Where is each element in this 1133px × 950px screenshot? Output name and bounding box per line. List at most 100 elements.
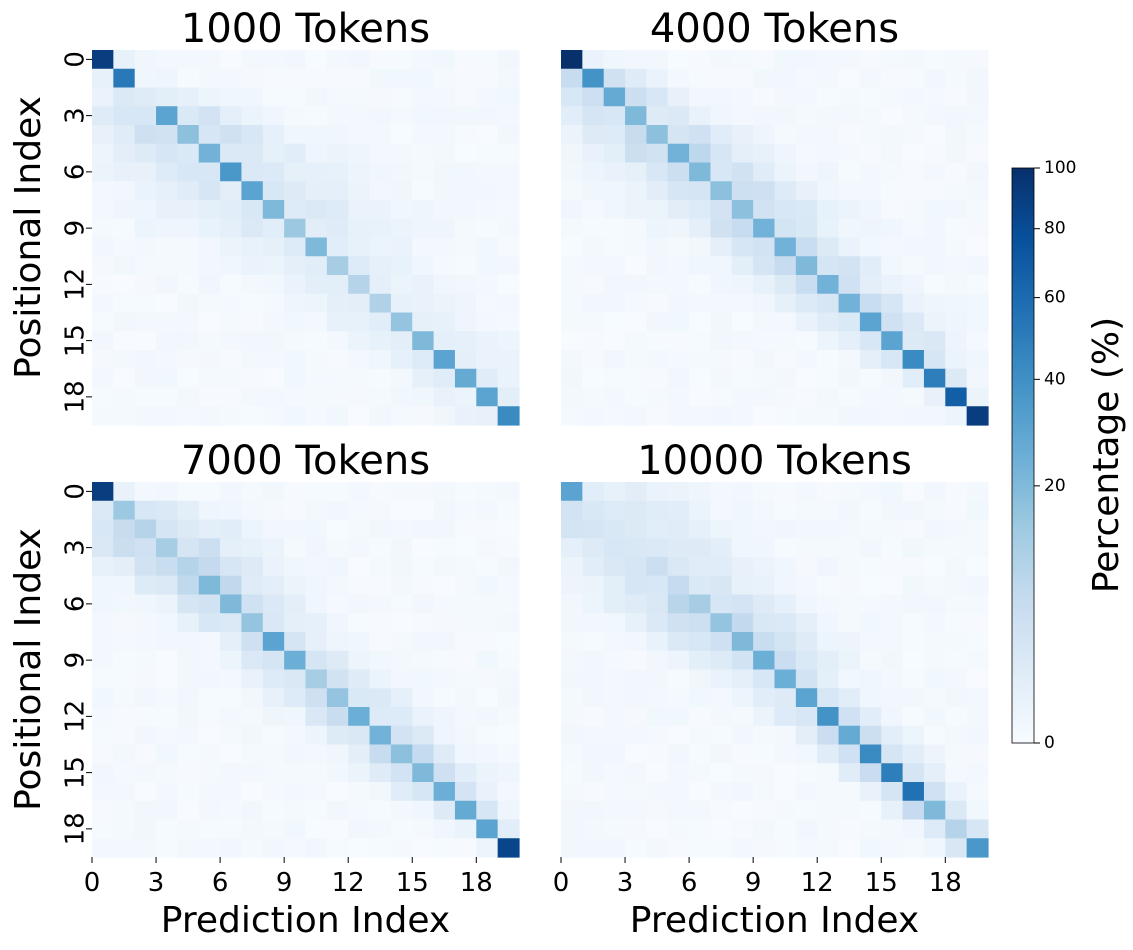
heatmap-cell xyxy=(582,181,605,201)
heatmap-cell xyxy=(966,763,989,783)
heatmap-cell xyxy=(156,782,178,802)
heatmap-cell xyxy=(945,312,968,332)
heatmap-cell xyxy=(476,87,499,107)
heatmap-cell xyxy=(198,350,221,370)
heatmap-cell xyxy=(92,200,114,220)
heatmap-cell xyxy=(241,500,264,521)
heatmap-cell xyxy=(923,650,946,671)
heatmap-cell xyxy=(369,613,392,633)
heatmap-cell xyxy=(454,50,477,70)
heatmap-cell xyxy=(689,162,712,182)
heatmap-cell xyxy=(731,669,754,689)
heatmap-cell xyxy=(710,256,733,276)
heatmap-cell xyxy=(795,275,818,295)
heatmap-cell xyxy=(795,632,818,652)
heatmap-cell xyxy=(710,744,733,764)
colorbar-tick-label: 80 xyxy=(1044,219,1066,239)
heatmap-cell xyxy=(348,707,371,727)
heatmap-cell xyxy=(923,632,946,652)
heatmap-cell xyxy=(284,575,307,596)
heatmap-cell xyxy=(134,500,157,521)
heatmap-cell xyxy=(625,763,647,783)
heatmap-cell xyxy=(774,669,797,689)
heatmap-cell xyxy=(646,406,669,426)
heatmap-cell xyxy=(113,538,136,558)
heatmap-cell xyxy=(625,331,647,351)
heatmap-cell xyxy=(497,482,520,502)
heatmap-cell xyxy=(582,143,605,164)
heatmap-cell xyxy=(966,613,989,633)
heatmap-cell xyxy=(113,237,136,257)
heatmap-cell xyxy=(390,387,413,407)
heatmap-cell xyxy=(262,106,285,126)
heatmap-cell xyxy=(92,237,114,257)
heatmap-cell xyxy=(753,237,776,257)
heatmap-cell xyxy=(838,387,861,407)
heatmap-cell xyxy=(859,632,882,652)
heatmap-cell xyxy=(689,406,712,426)
heatmap-cell xyxy=(177,143,200,164)
heatmap-cell xyxy=(881,482,904,502)
heatmap-cell xyxy=(561,519,583,539)
heatmap-cell xyxy=(476,406,499,426)
heatmap-cell xyxy=(795,800,818,821)
heatmap-cell xyxy=(156,218,178,239)
heatmap-cell xyxy=(369,200,392,220)
heatmap-cell xyxy=(582,68,605,89)
heatmap-cell xyxy=(689,482,712,502)
heatmap-cell xyxy=(156,800,178,821)
heatmap-cell xyxy=(369,162,392,182)
heatmap-cell xyxy=(134,744,157,764)
heatmap-cell xyxy=(838,275,861,295)
heatmap-cell xyxy=(476,725,499,746)
heatmap-cell xyxy=(156,744,178,764)
heatmap-cell xyxy=(902,482,925,502)
heatmap-cell xyxy=(902,575,925,596)
heatmap-cell xyxy=(561,819,583,839)
heatmap-cell xyxy=(156,256,178,276)
heatmap-cell xyxy=(710,331,733,351)
heatmap-cell xyxy=(646,763,669,783)
heatmap-cell xyxy=(753,594,776,614)
heatmap-cell xyxy=(134,707,157,727)
heatmap-cell xyxy=(902,800,925,821)
heatmap-cell xyxy=(731,50,754,70)
heatmap-cell xyxy=(731,106,754,126)
heatmap-cell xyxy=(731,538,754,558)
heatmap-cell xyxy=(667,838,690,858)
heatmap-cell xyxy=(433,256,456,276)
heatmap-cell xyxy=(284,557,307,577)
heatmap-cell xyxy=(113,87,136,107)
heatmap-cell xyxy=(220,200,243,220)
heatmap-cell xyxy=(241,763,264,783)
heatmap-cell xyxy=(220,237,243,257)
heatmap-cell xyxy=(603,613,626,633)
heatmap-cell xyxy=(390,143,413,164)
heatmap-cell xyxy=(262,406,285,426)
heatmap-cell xyxy=(390,68,413,89)
heatmap-cell xyxy=(134,218,157,239)
heatmap-cell xyxy=(859,275,882,295)
heatmap-cell xyxy=(177,688,200,708)
heatmap-cell xyxy=(774,106,797,126)
heatmap-cell xyxy=(902,200,925,220)
heatmap-cell xyxy=(454,162,477,182)
heatmap-cell xyxy=(795,387,818,407)
heatmap-cell xyxy=(454,707,477,727)
heatmap-cell xyxy=(667,725,690,746)
heatmap-cell xyxy=(497,594,520,614)
heatmap-cell xyxy=(603,125,626,145)
heatmap-cell xyxy=(412,688,435,708)
heatmap-cell xyxy=(923,500,946,521)
heatmap-cell xyxy=(838,200,861,220)
heatmap-cell xyxy=(262,350,285,370)
heatmap-cell xyxy=(582,594,605,614)
heatmap-cell xyxy=(412,669,435,689)
heatmap-cell xyxy=(305,293,328,314)
heatmap-cell xyxy=(305,594,328,614)
heatmap-cell xyxy=(497,87,520,107)
heatmap-cell xyxy=(902,237,925,257)
heatmap-cell xyxy=(198,782,221,802)
heatmap-cell xyxy=(348,519,371,539)
